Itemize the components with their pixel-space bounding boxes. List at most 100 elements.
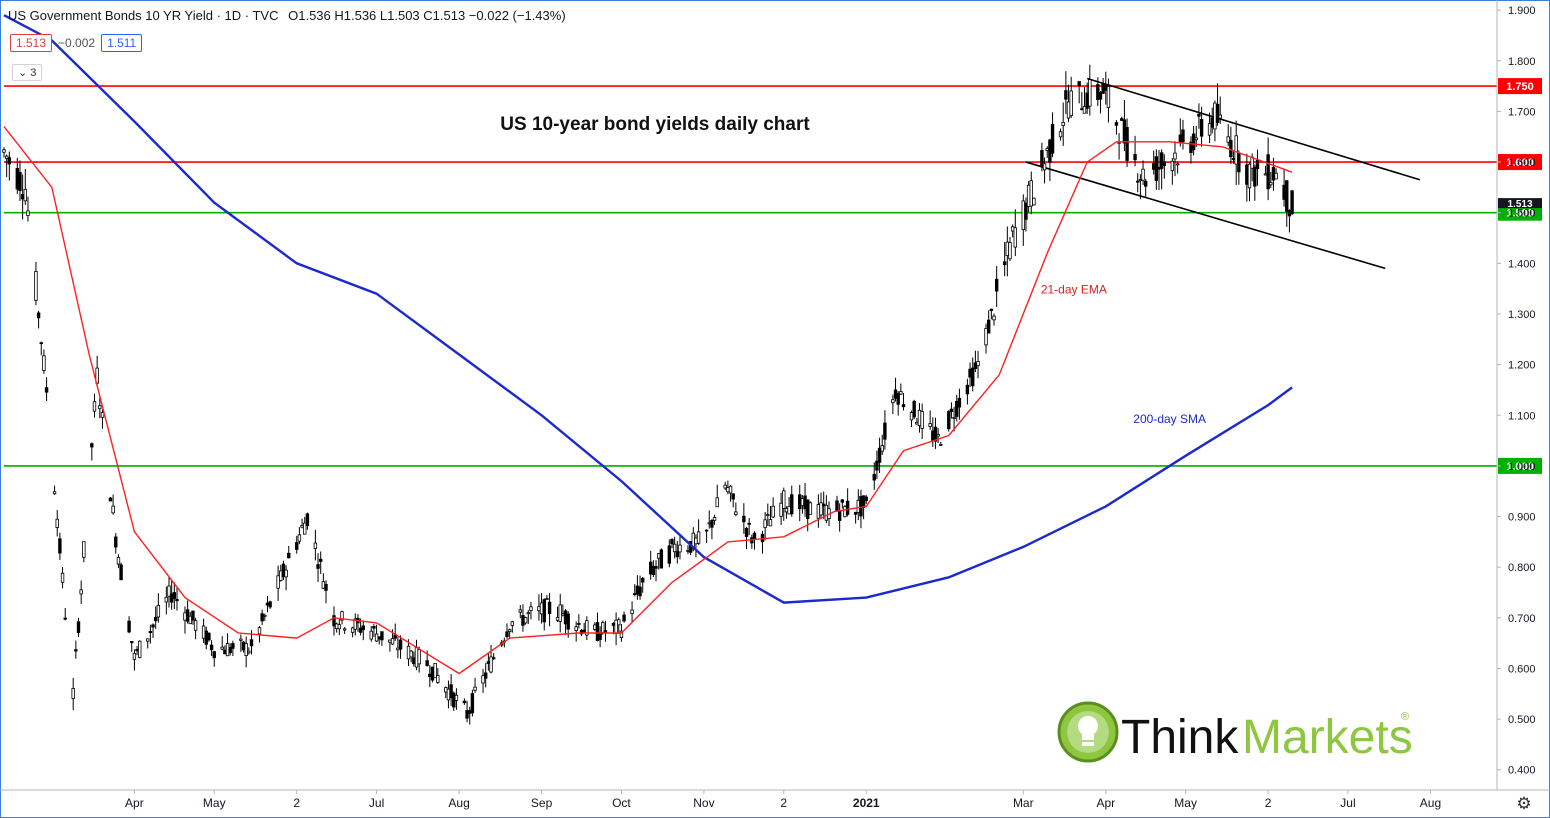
candle-body [305,513,310,527]
candle-body [1282,184,1286,200]
candle-body [1050,124,1055,154]
candle-body [287,552,291,559]
candle-body [71,687,75,699]
candle-body [816,504,821,519]
candle-body [712,517,717,521]
candle-body [295,542,299,550]
annotations: 21-day EMA 200-day SMA [1041,283,1206,426]
candle-body [806,499,810,519]
candle-body [800,498,805,506]
candle-body [955,400,959,417]
candle-body [244,643,248,657]
y-tick-label: 0.500 [1508,714,1536,726]
candle-body [659,549,664,569]
candle-body [1218,114,1222,119]
candle-body [1154,156,1159,181]
candle-body [521,615,525,626]
y-tick-label: 1.800 [1508,56,1536,68]
ask-chip[interactable]: 1.511 [101,34,143,52]
candle-body [821,503,826,507]
time-axis: Apr May 2 Jul Aug Sep Oct Nov 2 2021 Mar Apr May 2 Jul… [125,790,1441,810]
candle-body [787,506,791,515]
candle-body [1005,241,1010,256]
indicators-toggle[interactable]: ⌄ 3 [12,64,43,81]
candle-body [931,430,935,441]
candle-body [1061,121,1065,126]
candle-body [1024,202,1028,220]
candle-body [920,411,924,429]
y-tick-label: 1.900 [1508,5,1536,17]
candle-body [798,494,802,510]
candle-body [146,638,150,642]
bid-chip[interactable]: 1.513 [10,34,53,52]
candle-body [989,308,994,311]
candle-body [707,522,711,525]
level-tag [1498,457,1542,474]
candle-body [223,649,227,655]
candle-body [617,619,621,626]
candle-body [992,315,996,321]
candle-body [1144,180,1148,187]
candle-body [611,622,616,626]
candle-body [1274,172,1278,180]
candle-body [414,646,419,668]
x-tick-label: Jul [369,796,384,810]
candle-body [883,422,887,440]
symbol-title[interactable]: US Government Bonds 10 YR Yield · 1D · T… [8,8,279,23]
candle-body [965,384,970,395]
sma-200-line [3,14,1293,604]
candle-body [1101,83,1105,94]
candle-body [696,531,701,544]
candle-body [263,614,267,617]
candle-body [465,710,469,719]
candle-body [1266,154,1270,190]
candle-body [79,589,83,595]
symbol-legend[interactable]: US Government Bonds 10 YR Yield · 1D · T… [8,8,566,23]
candle-body [284,569,288,578]
candle-body [260,613,264,622]
candle-body [265,602,270,606]
candle-body [1136,180,1140,183]
logo-text-think: Think [1121,711,1239,764]
candle-body [52,491,57,495]
candle-body [321,581,326,589]
candle-body [483,672,488,679]
candle-body [819,502,823,516]
candle-body [744,527,749,537]
candle-body [909,412,914,421]
candle-body [507,629,512,632]
candle-body [723,484,727,489]
candle-body [111,505,115,514]
candle-body [332,615,336,627]
candle-body [986,319,991,334]
candle-body [505,631,509,637]
candle-body [1040,150,1044,168]
y-tick-label: 1.700 [1508,106,1536,118]
candle-body [939,444,943,446]
candle-body [114,536,118,548]
level-tag [1498,204,1542,221]
candle-body [164,596,169,603]
candle-body [156,604,161,618]
candle-body [566,613,570,630]
candle-body [704,529,709,532]
candle-body [1032,197,1036,206]
x-tick-label: Apr [125,796,144,810]
x-tick-label: 2 [293,796,300,810]
candle-body [1002,261,1007,266]
candle-body [582,629,586,633]
gear-icon[interactable]: ⚙ [1516,794,1532,813]
candle-body [55,518,59,528]
candle-body [58,538,62,554]
candle-body [1104,84,1108,91]
channel-line [1086,77,1421,181]
candle-body [417,649,421,665]
candle-body [1029,180,1033,207]
candle-body [1250,156,1254,169]
x-tick-label: May [1174,796,1197,810]
candle-body [899,391,903,395]
candle-body [728,485,733,494]
candle-body [425,660,429,666]
candle-body [428,673,432,678]
